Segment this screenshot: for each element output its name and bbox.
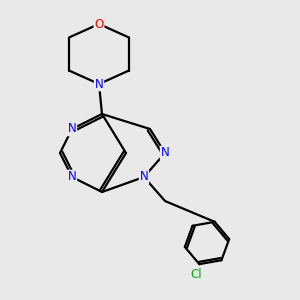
Text: N: N bbox=[94, 77, 103, 91]
Text: N: N bbox=[160, 146, 169, 160]
Text: Cl: Cl bbox=[190, 268, 202, 281]
Text: N: N bbox=[68, 122, 76, 136]
Text: N: N bbox=[68, 170, 76, 184]
Text: N: N bbox=[140, 170, 148, 184]
Text: O: O bbox=[94, 17, 103, 31]
